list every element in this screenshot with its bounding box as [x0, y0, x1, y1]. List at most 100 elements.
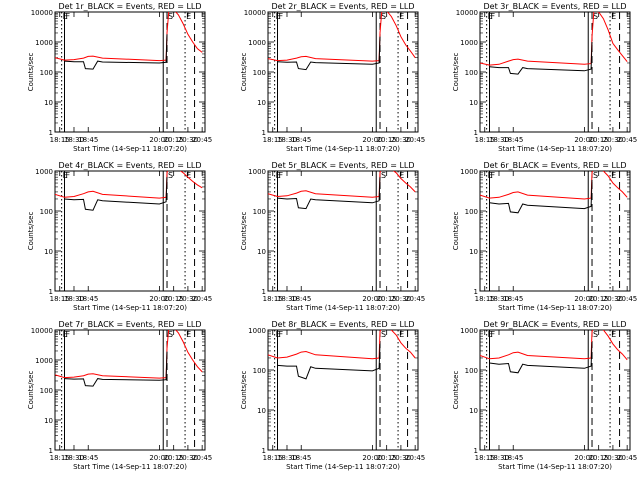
x-axis-label: Start Time (14-Sep-11 18:07:20) [286, 304, 400, 312]
event-marker-label: E [276, 12, 281, 21]
x-tick-label: 18:30 [277, 295, 297, 303]
series-line-red [55, 12, 203, 62]
x-tick-label: 18:45 [291, 295, 311, 303]
y-tick-label: 1000 [460, 168, 478, 176]
panel-title: Det 3r_BLACK = Events, RED = LLD [483, 2, 626, 11]
x-tick-label: 18:45 [78, 136, 98, 144]
x-tick-label: 18:45 [78, 295, 98, 303]
x-tick-label: 20:15 [164, 454, 184, 462]
y-tick-label: 1000 [460, 39, 478, 47]
event-marker-label: S [168, 171, 173, 180]
panel-title: Det 2r_BLACK = Events, RED = LLD [271, 2, 414, 11]
y-tick-label: 100 [253, 69, 266, 77]
y-tick-label: 10000 [244, 9, 266, 17]
y-tick-label: 1000 [460, 327, 478, 335]
event-marker-label: E [276, 171, 281, 180]
x-tick-label: 20:45 [405, 454, 425, 462]
panel-title: Det 8r_BLACK = Events, RED = LLD [271, 320, 414, 329]
y-axis-label: Counts/sec [27, 371, 35, 410]
y-tick-label: 100 [40, 208, 53, 216]
x-tick-label: 18:15 [50, 136, 70, 144]
x-tick-label: 20:15 [377, 136, 397, 144]
series-line-black [277, 343, 381, 380]
plot-frame [54, 11, 206, 133]
event-marker-label: S [381, 171, 386, 180]
x-tick-label: 18:15 [263, 295, 283, 303]
series-line-black [277, 177, 381, 210]
x-tick-label: 20:00 [149, 454, 169, 462]
event-marker-label: S [593, 330, 598, 339]
x-tick-label: 18:45 [291, 454, 311, 462]
event-marker-label: S [593, 12, 598, 21]
y-tick-label: 10 [469, 99, 478, 107]
y-tick-label: 100 [40, 387, 53, 395]
x-axis-label: Start Time (14-Sep-11 18:07:20) [498, 145, 612, 153]
x-tick-label: 18:45 [503, 136, 523, 144]
x-tick-label: 18:15 [475, 454, 495, 462]
event-marker-label: F [65, 330, 70, 339]
x-axis-label: Start Time (14-Sep-11 18:07:20) [286, 145, 400, 153]
panel-3: Det 3r_BLACK = Events, RED = LLD 1 10 100 10… [452, 2, 637, 153]
series-line-black [489, 341, 593, 374]
x-tick-label: 20:45 [617, 136, 637, 144]
x-tick-label: 20:00 [149, 295, 169, 303]
x-tick-label: 20:45 [617, 454, 637, 462]
y-axis-label: Counts/sec [240, 371, 248, 410]
y-tick-label: 100 [465, 367, 478, 375]
y-tick-label: 1 [474, 447, 478, 455]
x-tick-label: 20:45 [405, 295, 425, 303]
y-tick-label: 1 [262, 129, 266, 137]
event-marker-label: S [168, 330, 173, 339]
y-tick-label: 1 [262, 447, 266, 455]
y-tick-label: 1 [474, 129, 478, 137]
x-tick-label: 20:15 [589, 454, 609, 462]
x-tick-label: 20:45 [192, 136, 212, 144]
x-tick-label: 18:30 [64, 454, 84, 462]
x-tick-label: 18:30 [64, 295, 84, 303]
y-tick-label: 100 [253, 208, 266, 216]
x-axis-label: Start Time (14-Sep-11 18:07:20) [498, 304, 612, 312]
event-marker-label: E [186, 330, 191, 339]
x-tick-label: 20:30 [603, 454, 623, 462]
event-marker-label: F [278, 12, 283, 21]
plot-frame [267, 11, 419, 133]
x-tick-label: 20:00 [574, 454, 594, 462]
x-axis-label: Start Time (14-Sep-11 18:07:20) [73, 304, 187, 312]
series-line-red [480, 330, 628, 361]
panel-6: Det 6r_BLACK = Events, RED = LLD 1 10 100 10… [452, 161, 637, 312]
y-tick-label: 10000 [456, 9, 478, 17]
y-tick-label: 1000 [35, 168, 53, 176]
event-marker-label: E [186, 12, 191, 21]
x-tick-label: 18:45 [291, 136, 311, 144]
event-marker-label: S [381, 330, 386, 339]
series-line-red [55, 330, 203, 379]
y-tick-label: 100 [40, 69, 53, 77]
panel-title: Det 4r_BLACK = Events, RED = LLD [58, 161, 201, 170]
x-tick-label: 20:30 [178, 295, 198, 303]
y-tick-label: 10000 [31, 327, 53, 335]
x-tick-label: 18:15 [50, 295, 70, 303]
x-tick-label: 18:15 [263, 136, 283, 144]
x-tick-label: 18:15 [263, 454, 283, 462]
event-marker-label: E [276, 330, 281, 339]
event-marker-label: S [168, 12, 173, 21]
panel-title: Det 7r_BLACK = Events, RED = LLD [58, 320, 201, 329]
panel-title: Det 5r_BLACK = Events, RED = LLD [271, 161, 414, 170]
event-marker-label: F [490, 12, 495, 21]
panel-title: Det 1r_BLACK = Events, RED = LLD [58, 2, 201, 11]
event-marker-label: E [63, 12, 68, 21]
series-line-red [480, 12, 628, 66]
plot-frame [479, 11, 631, 133]
y-tick-label: 10 [257, 99, 266, 107]
x-tick-label: 20:30 [178, 454, 198, 462]
event-marker-label: E [63, 171, 68, 180]
event-marker-label: E [399, 12, 404, 21]
event-marker-label: E [399, 171, 404, 180]
x-tick-label: 20:30 [391, 295, 411, 303]
x-tick-label: 18:15 [475, 295, 495, 303]
x-tick-label: 20:15 [589, 295, 609, 303]
series-line-red [268, 12, 416, 62]
series-line-black [489, 41, 593, 75]
y-tick-label: 10 [469, 248, 478, 256]
x-tick-label: 18:30 [489, 295, 509, 303]
